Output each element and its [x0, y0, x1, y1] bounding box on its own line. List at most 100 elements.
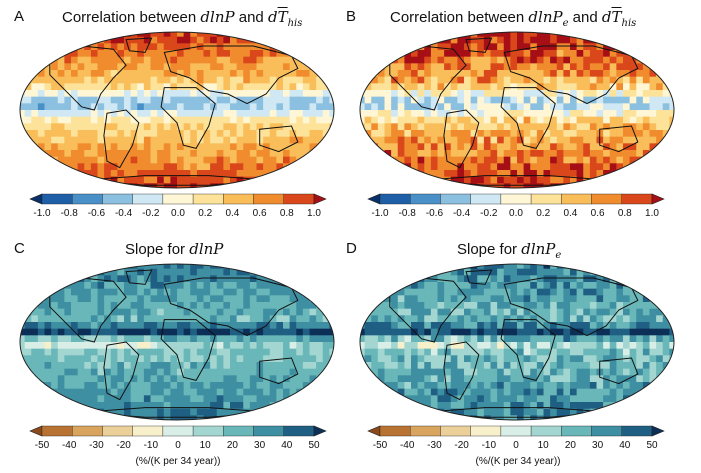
colorbar-segment	[379, 193, 411, 205]
map-cell	[470, 335, 478, 343]
map-cell	[490, 295, 498, 303]
map-cell	[137, 382, 145, 390]
map-cell	[444, 32, 452, 38]
map-cell	[444, 50, 452, 58]
map-cell	[150, 315, 158, 323]
map-cell	[71, 322, 79, 330]
colorbar-segment	[470, 193, 502, 205]
map-cell	[243, 96, 251, 104]
map-cell	[289, 288, 297, 296]
map-cell	[377, 375, 386, 383]
map-cell	[450, 83, 458, 91]
map-cell	[243, 183, 251, 188]
map-cell	[656, 408, 664, 416]
map-cell	[609, 156, 617, 164]
map-cell	[543, 103, 551, 111]
map-cell	[64, 295, 72, 303]
map-cell	[609, 382, 617, 390]
map-cell	[530, 395, 538, 403]
map-cell	[210, 328, 218, 336]
map-cell	[183, 123, 191, 131]
map-cell	[216, 170, 224, 178]
map-cell	[377, 342, 386, 350]
map-cell	[31, 362, 39, 370]
map-cell	[596, 275, 604, 283]
map-cell	[450, 76, 458, 84]
map-cell	[130, 335, 138, 343]
map-cell	[302, 282, 311, 290]
map-cell	[656, 50, 664, 58]
map-cell	[656, 150, 664, 158]
map-cell	[84, 264, 92, 270]
map-cell	[20, 56, 26, 64]
map-cell	[236, 282, 244, 290]
map-cell	[536, 50, 545, 58]
map-cell	[223, 63, 231, 71]
colorbar-segment	[162, 193, 194, 205]
map-cell	[203, 264, 211, 270]
map-cell	[77, 375, 85, 383]
map-cell	[309, 56, 317, 64]
map-cell	[44, 183, 52, 188]
map-cell	[550, 176, 558, 184]
map-cell	[642, 43, 651, 51]
map-cell	[377, 176, 386, 184]
map-cell	[276, 268, 284, 276]
map-cell	[669, 282, 674, 290]
map-cell	[84, 130, 92, 138]
map-cell	[236, 170, 244, 178]
map-cell	[57, 328, 65, 336]
map-cell	[377, 50, 386, 58]
map-cell	[360, 130, 366, 138]
map-cell	[603, 156, 611, 164]
map-cell	[296, 308, 304, 316]
map-cell	[563, 163, 571, 171]
map-cell	[143, 402, 152, 410]
map-cell	[163, 70, 171, 78]
map-cell	[283, 143, 291, 151]
map-cell	[662, 36, 670, 44]
map-cell	[497, 32, 505, 38]
map-cell	[236, 183, 244, 188]
map-cell	[77, 36, 85, 44]
map-cell	[457, 322, 465, 330]
map-cell	[464, 103, 472, 111]
map-cell	[210, 395, 218, 403]
map-cell	[289, 348, 297, 356]
map-cell	[157, 268, 165, 276]
map-cell	[662, 275, 670, 283]
map-cell	[384, 368, 392, 376]
map-cell	[71, 415, 79, 420]
map-cell	[44, 415, 52, 420]
map-cell	[20, 136, 26, 144]
map-cell	[450, 402, 458, 410]
map-cell	[411, 83, 419, 91]
map-cell	[649, 362, 657, 370]
map-cell	[276, 322, 284, 330]
map-cell	[636, 96, 644, 104]
colorbar-segment	[102, 193, 133, 205]
map-cell	[31, 308, 39, 316]
map-cell	[411, 368, 419, 376]
map-cell	[583, 288, 591, 296]
map-cell	[517, 348, 525, 356]
map-cell	[364, 103, 372, 111]
map-cell	[360, 282, 366, 290]
map-cell	[110, 116, 118, 124]
map-cell	[424, 375, 432, 383]
map-cell	[97, 308, 105, 316]
map-cell	[503, 402, 511, 410]
map-cell	[71, 408, 79, 416]
map-cell	[517, 368, 525, 376]
map-cell	[51, 83, 59, 91]
map-cell	[483, 150, 492, 158]
map-cell	[517, 315, 525, 323]
map-cell	[596, 156, 604, 164]
map-cell	[157, 123, 165, 131]
map-cell	[190, 90, 198, 98]
map-cell	[322, 348, 330, 356]
map-cell	[642, 170, 651, 178]
map-cell	[296, 264, 304, 270]
map-cell	[470, 143, 478, 151]
map-cell	[243, 288, 251, 296]
